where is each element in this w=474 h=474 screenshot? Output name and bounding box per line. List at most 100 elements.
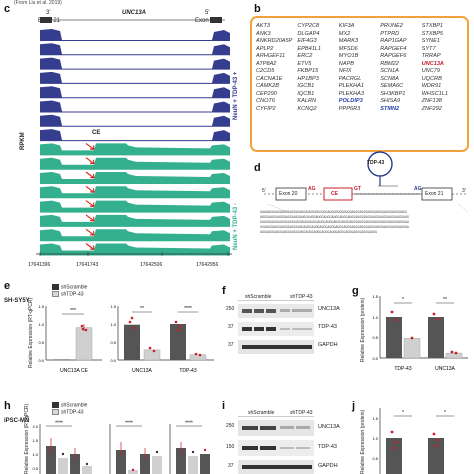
blot-i-band-gapdh: GAPDH [318,463,338,469]
tick-j: 1.5 [372,416,378,421]
sequence-line: AUGGAUGGAUGGAUGGAUGGAUGGAUGGAUGGAUGGAUGG… [260,215,409,219]
gene-entry: PRUNE2 [380,23,403,29]
legend-swatch-shtdp [52,291,59,298]
tick-j: 1.0 [372,436,378,441]
ce-arrow-icon [85,185,95,193]
chart-e-right: ** **** 0.0 0.5 1.0 1.5 UNC13A TDP-43 [110,304,214,374]
gene-entry: NAPB [338,60,355,67]
gene-entry: WHSC1L1 [421,90,449,97]
panel-d-label: d [254,162,261,174]
coverage-track [40,43,230,56]
tick-h: 2.0 [32,424,38,429]
legend-e: shScramble shTDP-43 [52,284,87,298]
citation: (From Liu et al. 2019) [14,0,62,6]
gene-entry: FKBP15 [297,68,319,74]
mw-f-2: 37 [228,324,234,330]
coverage-track [40,172,230,184]
gene-entry: SYT7 [421,45,436,52]
gene-entry: UQCRB [421,75,442,82]
panel-h-label: h [4,400,11,412]
ce-arrow-icon [85,171,95,179]
coord-4: 17642956 [196,262,219,268]
tick-e-right: 1.0 [110,322,116,327]
coord-3: 17642506 [140,262,163,268]
splice-gt: GT [354,186,361,192]
sig-g-tdp43: * [402,297,404,303]
blot-i-group-scramble: shScramble [248,410,275,416]
gene-entry: ARHGEF11 [256,53,286,59]
tick-g: 0.0 [372,356,378,361]
coverage-track [40,214,230,227]
gene-entry: UNC13A [421,60,444,67]
gene-entry: ERC2 [297,53,313,59]
bar-e-tdp43-scramble [170,324,186,360]
sequence-line: AUAAUGGAUGUUGGAUGGGAUGGAUGGUGGGUGGAUGGGU… [260,210,407,214]
tdp43-node-label: TDP-43 [367,160,385,166]
ce-box-label: CE [331,191,338,197]
tick-h: 0.5 [32,466,38,471]
gene-entry: WDR91 [421,83,442,89]
coverage-track [40,57,230,70]
legend-label: shTDP-43 [61,409,84,416]
gene-entry: SH3KBP1 [380,90,406,97]
gene-entry: MX2 [338,30,351,37]
ce-arrow-icon [85,200,95,208]
gene-entry: SYNE1 [421,38,440,44]
western-blot-f [238,300,314,354]
tick-e-left: 1.5 [38,304,44,309]
category-g-unc13a: UNC13A [435,366,455,372]
sig-e-left: *** [70,308,76,314]
gene-entry: UNC79 [421,68,440,74]
gene-entry: CYP2C8 [297,23,320,29]
rpkm-axis-label: RPKM [20,132,26,150]
gene-entry: MYO1B [338,53,359,59]
gene-entry: STXBP5 [421,30,444,37]
coverage-track [40,157,230,170]
chart-h: 2.0 1.5 1.0 0.5 **** **** **** [32,421,210,474]
strand-3prime: 3' [46,10,51,16]
ce-label: CE [92,130,101,136]
blot-f-group-shtdp: shTDP-43 [290,294,313,300]
gene-entry: CACNA1E [256,75,283,82]
mw-i-1: 250 [226,423,235,429]
coord-1: 17641396 [28,262,51,268]
sig-h-2: **** [125,421,133,427]
gene-list-grid: AKT3 CYP2C8 KIF3A PRUNE2 STXBP1 ANK3 DLGAP4 MX2… [256,23,463,112]
mw-f-3: 37 [228,342,234,348]
gene-label-unc13a: UNC13A [122,10,147,16]
coord-2: 17641743 [76,262,99,268]
tick-h: 1.0 [32,452,38,457]
sig-j-1: * [402,410,404,416]
bar-g-unc13a-scramble [428,317,444,358]
legend-swatch-scramble [52,402,59,408]
gene-entry: ZNF292 [421,105,442,112]
chart-g: * ** 0.0 0.5 1.0 1.5 TDP-43 UNC13A [372,294,468,372]
gene-entry: KCNQ2 [297,105,317,112]
e-y-axis-label: Relative Expression (RT-qPCR) [28,297,34,368]
panel-f-label: f [222,285,226,297]
splice-ag-left: AG [308,186,316,192]
gene-entry: RAP1GAP [380,38,407,44]
prime3-label: 3' [462,188,466,194]
gene-entry: APLP2 [256,45,274,52]
bar-e-unc13a-shtdp [143,349,161,361]
panel-c-label: c [4,3,11,15]
tick-e-right: 0.5 [110,340,116,345]
sig-j-2: * [444,410,446,416]
coverage-track [40,29,230,41]
gene-entry: PTPRD [380,30,400,37]
blot-f-band-tdp43: TDP-43 [318,324,337,330]
tick-e-left: 1.0 [38,322,44,327]
gene-entry: KIF3A [338,23,355,29]
gene-entry: STXBP1 [421,23,444,29]
coverage-track [40,229,230,242]
legend-label: shScramble [61,284,88,291]
gene-entry: POLDIP3 [338,98,363,104]
gene-entry: RAPGEF6 [380,53,407,59]
bar-e-left-shtdp [75,327,93,361]
tick-g: 1.5 [372,294,378,299]
gene-entry: C2CD5 [256,68,275,74]
sig-e-unc13a: ** [140,306,144,312]
gene-entry: ZNF138 [421,98,442,104]
legend-label: shTDP-43 [61,291,84,298]
